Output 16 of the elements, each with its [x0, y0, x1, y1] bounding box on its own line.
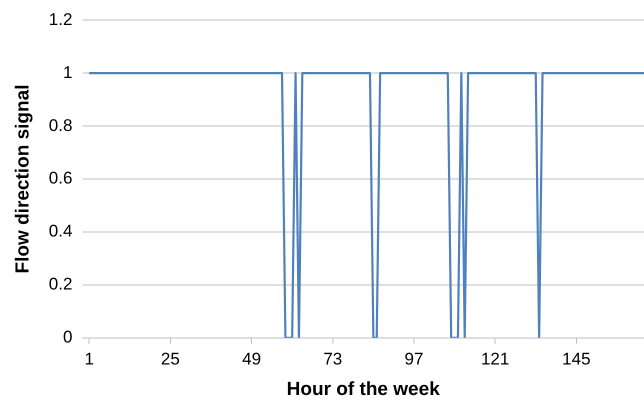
- x-tick-label: 73: [323, 350, 342, 369]
- x-tick-label: 121: [480, 350, 510, 369]
- y-axis-title: Flow direction signal: [12, 84, 34, 274]
- x-tick-label: 25: [160, 350, 180, 369]
- x-tick-label: 49: [242, 350, 262, 369]
- x-tick-label: 97: [404, 350, 424, 369]
- y-tick-label: 0.8: [48, 116, 72, 135]
- y-tick-label: 0.2: [48, 274, 72, 294]
- y-tick-label: 0.4: [48, 222, 72, 241]
- x-tick-label: 145: [562, 350, 591, 369]
- x-tick-label: 1: [84, 350, 94, 369]
- y-tick-label: 1: [62, 62, 72, 82]
- y-tick-label: 0.6: [48, 168, 72, 188]
- x-axis-title: Hour of the week: [286, 378, 440, 400]
- y-tick-label: 0: [62, 327, 72, 346]
- y-tick-label: 1.2: [48, 10, 72, 29]
